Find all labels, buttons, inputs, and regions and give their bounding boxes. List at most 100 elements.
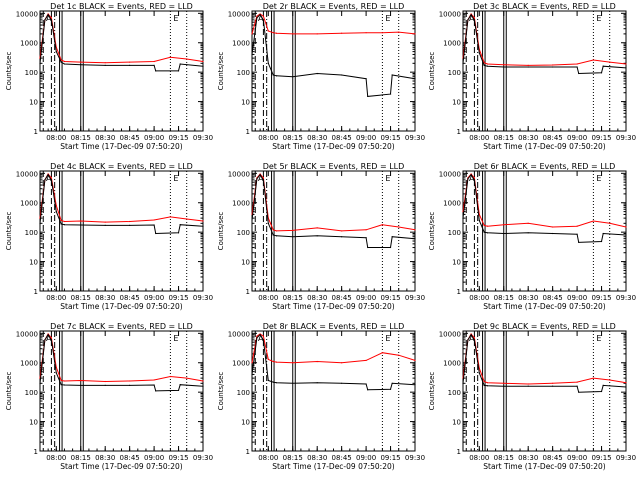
events-data-point	[602, 384, 604, 386]
lld-data-point	[80, 220, 82, 222]
y-tick-label: 1000	[20, 40, 38, 48]
events-data-point	[552, 232, 554, 235]
x-tick-label: 08:45	[332, 294, 352, 302]
lld-data-point	[63, 380, 66, 382]
events-data-point	[414, 384, 416, 386]
lld-data-point	[272, 229, 274, 231]
events-data-point	[503, 385, 505, 387]
x-tick-label: 09:00	[144, 294, 164, 302]
events-data-point	[600, 72, 603, 74]
events-data-point	[527, 232, 529, 234]
panel-title: Det 9c BLACK = Events, RED = LLD	[473, 322, 616, 331]
events-data-point	[478, 219, 480, 222]
lld-data-point	[473, 177, 476, 179]
y-axis-label: Counts/sec	[217, 212, 225, 251]
y-tick-label: 100	[448, 69, 461, 77]
lld-data-point	[267, 358, 269, 360]
marker-label-a: A	[258, 334, 264, 343]
events-data-point	[275, 235, 278, 237]
y-tick-label: 1000	[20, 360, 38, 368]
y-tick-label: 1000	[232, 360, 250, 368]
x-tick-label: 08:15	[283, 294, 303, 302]
x-axis-label: Start Time (17-Dec-09 07:50:20)	[272, 462, 394, 471]
marker-label-a: A	[258, 14, 264, 23]
events-data-point	[251, 219, 253, 222]
marker-label-a: A	[46, 334, 52, 343]
lld-series-line	[462, 173, 627, 228]
lld-data-point	[483, 380, 485, 383]
events-data-point	[256, 337, 258, 339]
x-tick-label: 08:45	[543, 134, 563, 142]
lld-data-point	[251, 362, 253, 364]
events-data-point	[129, 384, 131, 386]
events-data-point	[44, 179, 46, 181]
lld-data-point	[104, 380, 106, 383]
x-tick-label: 08:45	[120, 454, 140, 462]
events-data-point	[259, 174, 261, 176]
lld-data-point	[60, 379, 62, 382]
events-data-point	[602, 232, 604, 235]
lld-data-point	[251, 33, 253, 35]
x-tick-label: 09:15	[591, 294, 611, 302]
lld-series-line	[39, 333, 204, 383]
events-data-point	[470, 174, 472, 176]
x-tick-label: 09:30	[193, 454, 213, 462]
marker-label-e: E	[173, 334, 178, 343]
events-data-point	[259, 14, 261, 16]
events-data-point	[292, 76, 294, 78]
events-data-point	[600, 390, 603, 393]
events-data-point	[272, 234, 274, 236]
events-data-point	[179, 63, 181, 65]
plot-frame	[462, 170, 627, 292]
lld-data-point	[341, 362, 343, 364]
y-tick-label: 100	[448, 389, 461, 397]
y-tick-label: 10	[241, 419, 250, 427]
lld-data-point	[153, 219, 155, 221]
events-data-point	[272, 74, 274, 76]
events-data-point	[129, 64, 131, 66]
lld-data-point	[202, 380, 204, 382]
events-data-point	[389, 246, 392, 249]
events-data-point	[367, 389, 369, 391]
lld-data-point	[272, 360, 274, 363]
y-tick-label: 1000	[443, 200, 461, 208]
x-tick-label: 08:00	[46, 134, 66, 142]
x-tick-label: 08:15	[283, 454, 303, 462]
lld-data-point	[592, 220, 595, 222]
lld-data-point	[275, 361, 278, 363]
events-data-point	[391, 382, 393, 384]
lld-data-point	[486, 63, 489, 65]
lld-data-point	[292, 229, 294, 231]
panel-title: Det 6r BLACK = Events, RED = LLD	[474, 162, 616, 171]
x-axis-label: Start Time (17-Dec-09 07:50:20)	[272, 142, 394, 151]
events-data-point	[602, 65, 604, 67]
events-data-point	[155, 70, 157, 72]
lld-data-point	[414, 33, 416, 35]
lld-data-point	[63, 60, 66, 63]
x-tick-label: 08:30	[518, 294, 538, 302]
lld-data-point	[55, 204, 57, 207]
lld-data-point	[527, 64, 529, 66]
lld-series-line	[251, 13, 416, 35]
events-data-point	[483, 384, 485, 386]
lld-data-point	[63, 220, 66, 223]
x-tick-label: 09:30	[616, 294, 636, 302]
lld-data-point	[625, 382, 627, 384]
lld-data-point	[473, 17, 476, 19]
y-tick-label: 10	[452, 259, 461, 267]
lld-data-point	[414, 229, 416, 231]
x-tick-label: 08:00	[258, 454, 278, 462]
y-axis-label: Counts/sec	[217, 372, 225, 411]
lld-data-point	[153, 379, 155, 381]
x-axis-label: Start Time (17-Dec-09 07:50:20)	[272, 302, 394, 311]
events-data-point	[267, 222, 269, 224]
y-tick-label: 10000	[16, 170, 38, 178]
lld-data-point	[503, 64, 505, 66]
x-tick-label: 09:00	[567, 454, 587, 462]
marker-label-a: A	[46, 14, 52, 23]
y-tick-label: 1	[457, 128, 461, 136]
y-tick-label: 1000	[232, 200, 250, 208]
lld-data-point	[292, 33, 294, 35]
events-data-point	[316, 72, 318, 75]
x-tick-label: 09:15	[591, 454, 611, 462]
